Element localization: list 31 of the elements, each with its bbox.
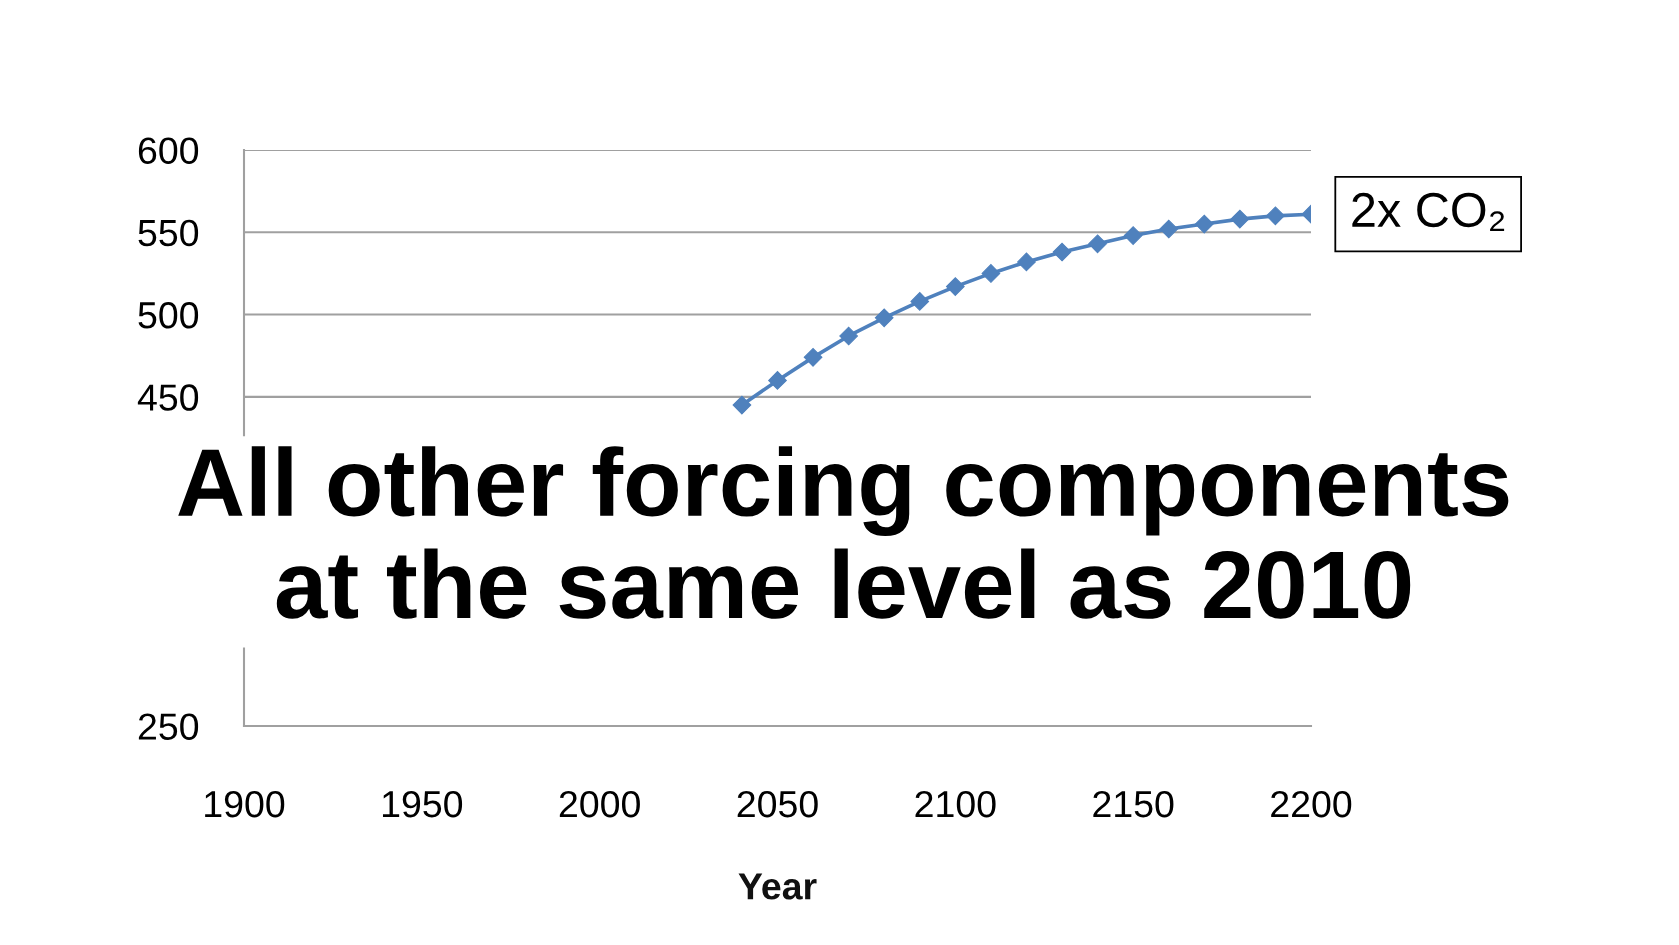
series-label: 2x CO₂ bbox=[1352, 192, 1505, 231]
x-tick-label: 1900 bbox=[205, 790, 285, 818]
point bbox=[803, 348, 823, 367]
point bbox=[768, 371, 787, 390]
point bbox=[945, 277, 965, 296]
y-tick-label: 500 bbox=[138, 301, 199, 329]
x-tick-label: 2200 bbox=[1271, 790, 1352, 818]
y-tick-label: 550 bbox=[138, 219, 199, 247]
point bbox=[1230, 209, 1250, 229]
y-tick-label: 600 bbox=[138, 137, 199, 164]
point bbox=[732, 395, 752, 415]
point bbox=[1017, 252, 1036, 272]
x-axis-title: Year bbox=[738, 873, 817, 900]
point bbox=[981, 264, 1001, 283]
y-tick-label: 250 bbox=[138, 713, 199, 740]
y-tick-label: 450 bbox=[137, 384, 199, 411]
point bbox=[910, 292, 930, 311]
x-tick-label: 2150 bbox=[1093, 790, 1174, 818]
point bbox=[1266, 206, 1285, 226]
point bbox=[1123, 226, 1143, 245]
point bbox=[1052, 242, 1072, 262]
x-tick-label: 2100 bbox=[915, 790, 996, 818]
point bbox=[1088, 234, 1107, 254]
annotation: All other forcing components at the same level as 2010 bbox=[178, 446, 1509, 619]
x-tick-label: 2000 bbox=[559, 790, 640, 818]
x-tick-label: 2050 bbox=[737, 790, 818, 818]
point bbox=[1159, 219, 1179, 239]
point bbox=[874, 308, 894, 328]
x-tick-label: 1950 bbox=[382, 790, 463, 818]
point bbox=[1194, 214, 1214, 234]
point bbox=[839, 326, 858, 346]
